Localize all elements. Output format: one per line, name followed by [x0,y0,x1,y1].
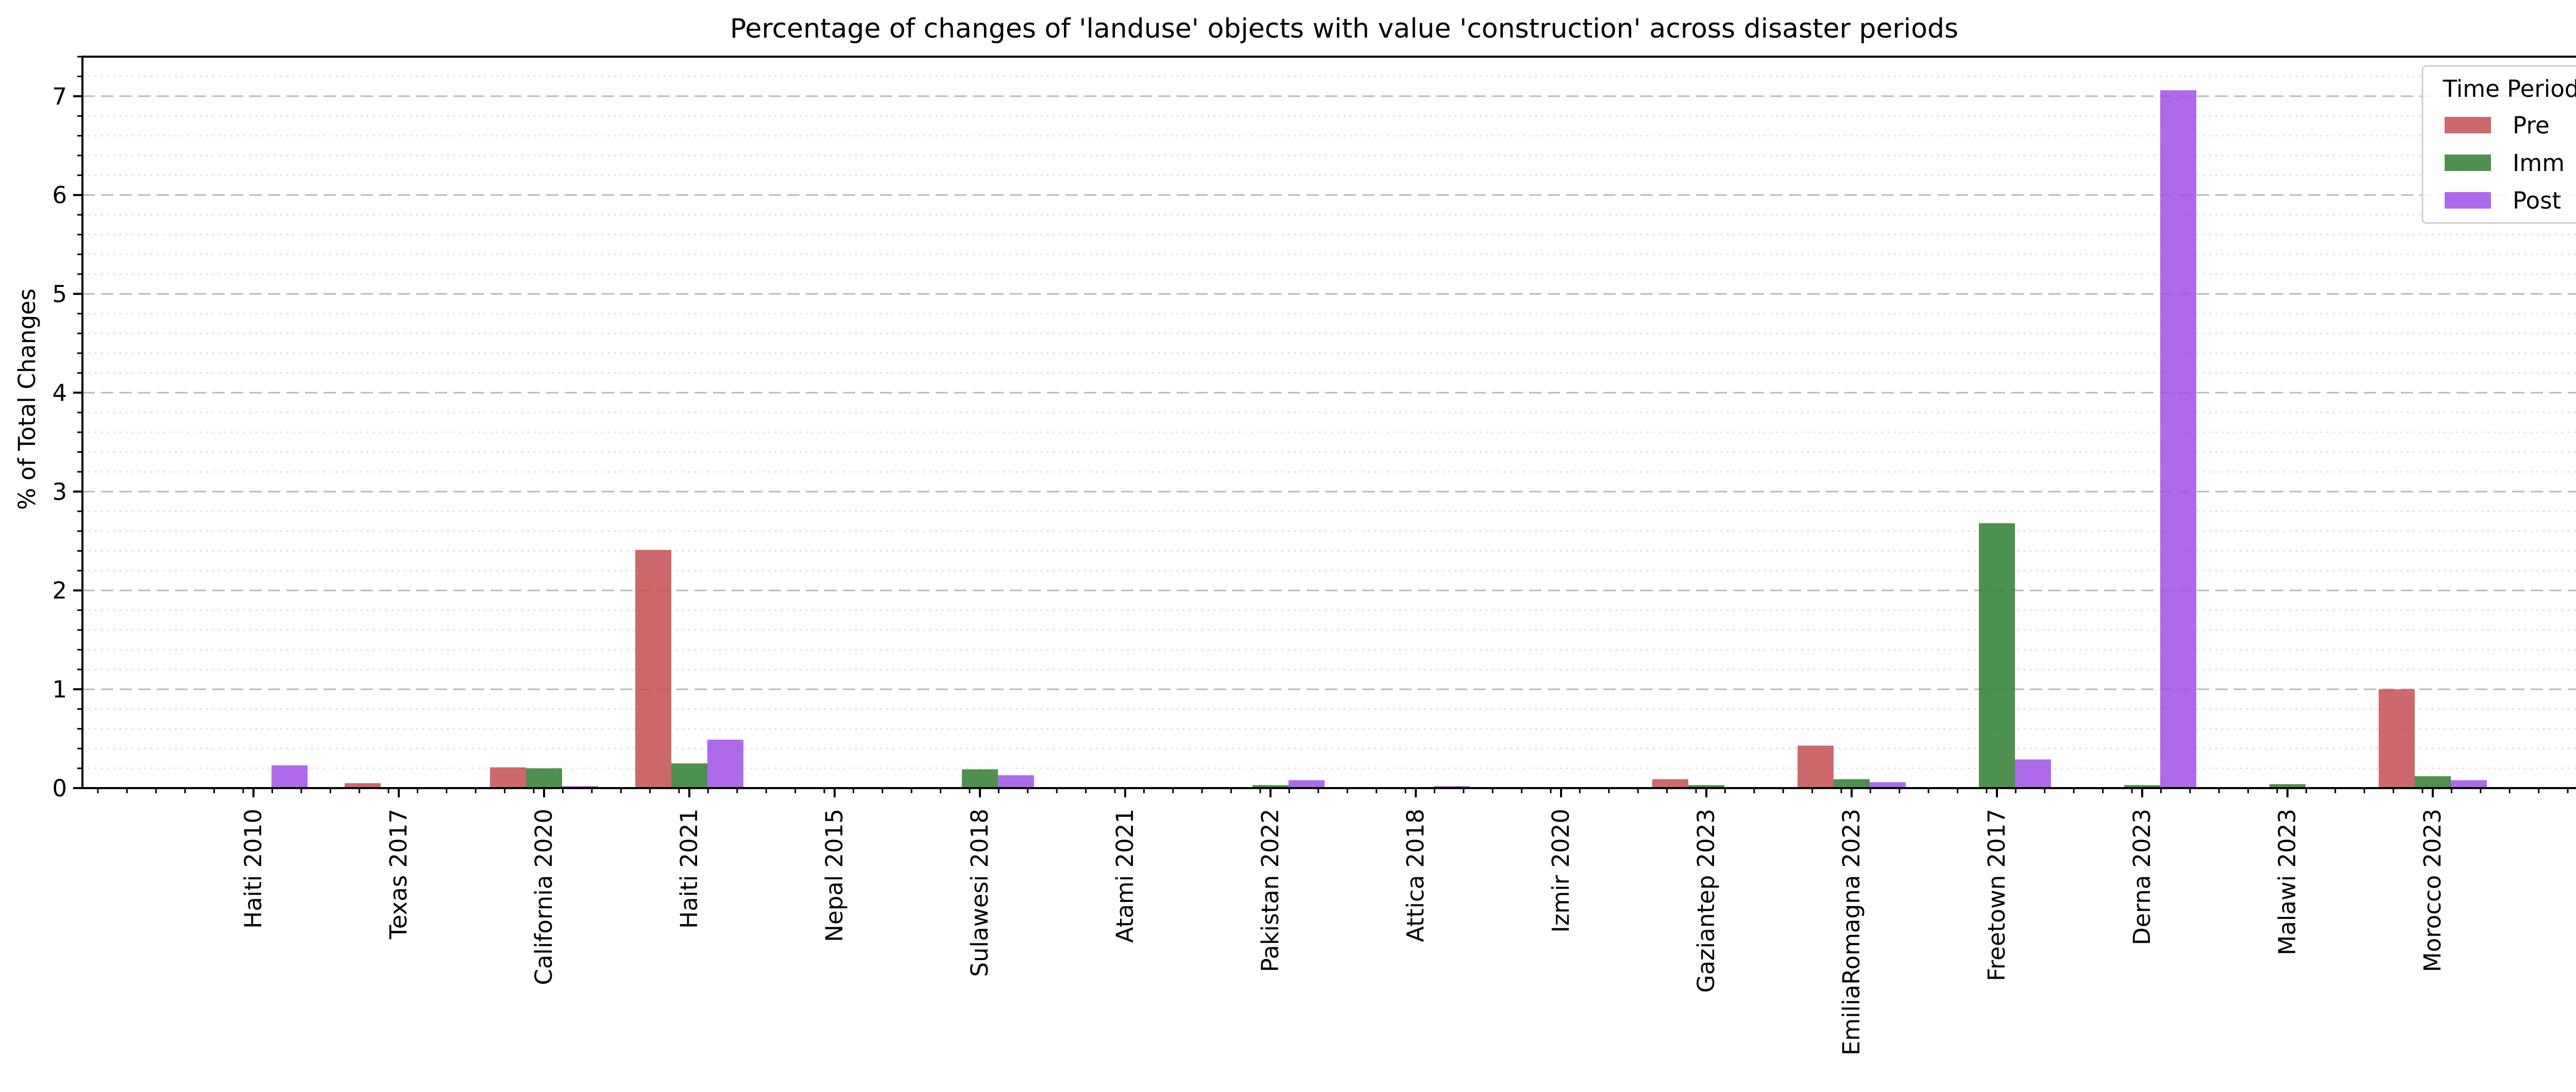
legend-label-imm: Imm [2513,149,2565,177]
bar-post [2451,780,2487,788]
y-tick-label: 2 [52,577,67,604]
bar-imm [1252,785,1289,788]
legend-label-post: Post [2513,187,2561,214]
x-tick-label: Atami 2021 [1111,809,1139,943]
bar-pre [490,767,526,788]
legend-label-pre: Pre [2513,112,2550,139]
y-tick-label: 6 [52,182,67,209]
bars [272,90,2487,788]
chart-title: Percentage of changes of 'landuse' objec… [730,13,1958,44]
y-axis-label: % of Total Changes [13,288,41,510]
bar-imm [1688,785,1724,788]
bar-pre [345,783,381,788]
bar-imm [671,763,707,788]
x-tick-label: Izmir 2020 [1547,809,1574,933]
x-tick-label: Gaziantep 2023 [1692,809,1720,993]
x-tick-label: Haiti 2010 [240,809,267,929]
bar-imm [962,769,998,788]
bar-pre [1652,779,1688,788]
bar-post [1289,780,1325,788]
bar-post [2015,759,2051,788]
bar-imm [1979,523,2015,788]
plot-frame [81,56,2576,789]
bar-imm [2269,784,2306,788]
legend: Time Period Pre Imm Post [2421,65,2576,224]
bar-imm [526,768,562,788]
bar-imm [2124,785,2160,788]
bar-pre [1798,745,1834,788]
x-tick-label: Texas 2017 [385,809,412,940]
y-tick-label: 1 [52,676,67,703]
x-tick-label: Morocco 2023 [2419,809,2446,972]
bar-post [1870,782,1906,788]
bar-imm [1834,779,1870,788]
axes: 0 1 2 3 4 5 6 7 Haiti 2010 Texas 2017 California 2… [52,56,2576,1055]
bar-post [707,739,743,788]
x-tick-label: Attica 2018 [1402,809,1429,942]
x-tick-label: Sulawesi 2018 [966,809,993,977]
y-tick-label: 4 [52,379,67,406]
bar-pre [635,550,671,788]
bar-pre [2379,689,2415,788]
legend-swatch-imm [2445,155,2491,171]
y-tick-label: 3 [52,478,67,505]
x-tick-label: Nepal 2015 [821,809,848,942]
y-tick-label: 7 [52,83,67,110]
y-tick-label: 5 [52,281,67,308]
bar-imm [2415,776,2451,788]
x-tick-label: Pakistan 2022 [1257,809,1284,972]
bar-post [2160,90,2196,788]
x-tick-label: Malawi 2023 [2274,809,2301,956]
legend-title: Time Period [2443,75,2576,103]
y-tick-label: 0 [52,775,67,802]
bar-post [998,775,1034,788]
x-tick-label: Haiti 2021 [675,809,703,929]
x-tick-label: California 2020 [530,809,557,985]
bar-post [272,765,308,788]
legend-swatch-post [2445,192,2491,209]
x-tick-label: Derna 2023 [2128,809,2156,945]
x-tick-label: Freetown 2017 [1983,809,2010,981]
x-tick-label: EmiliaRomagna 2023 [1838,809,1865,1055]
legend-swatch-pre [2445,117,2491,133]
